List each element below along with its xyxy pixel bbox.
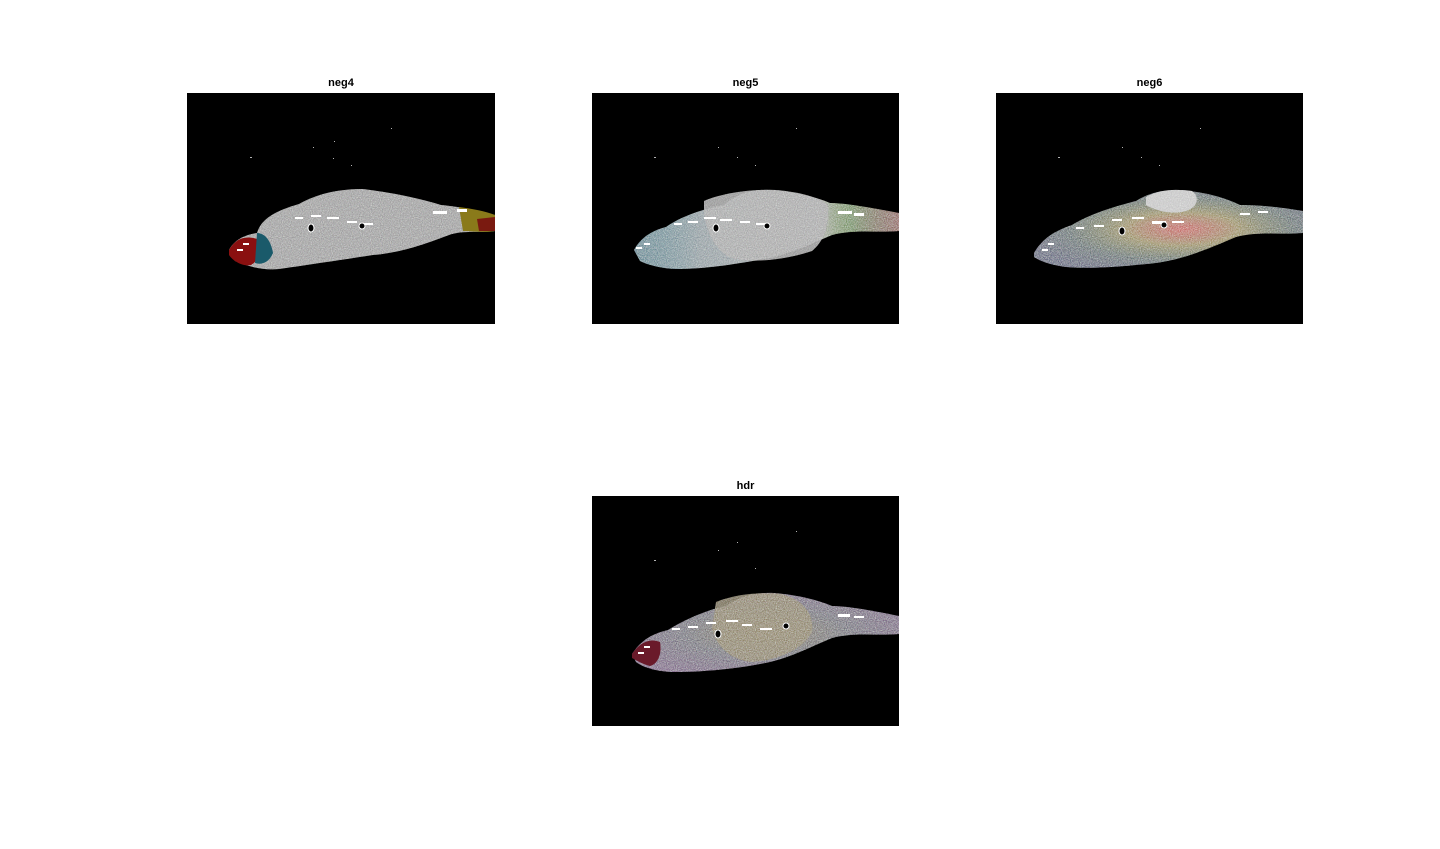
tissue-image-neg6 [996,93,1303,324]
panel-title: neg5 [732,77,759,89]
panel-neg5: neg5 [592,77,899,324]
panel-hdr: hdr [592,480,899,726]
panel-title: neg6 [1136,77,1163,89]
tissue-image-neg5 [592,93,899,324]
panel-neg6: neg6 [996,77,1303,324]
panel-title: neg4 [328,77,354,89]
tissue-image-hdr [592,496,899,726]
tissue-image-neg4 [187,93,495,324]
panel-neg4: neg4 [187,77,495,324]
panel-title: hdr [736,480,755,492]
